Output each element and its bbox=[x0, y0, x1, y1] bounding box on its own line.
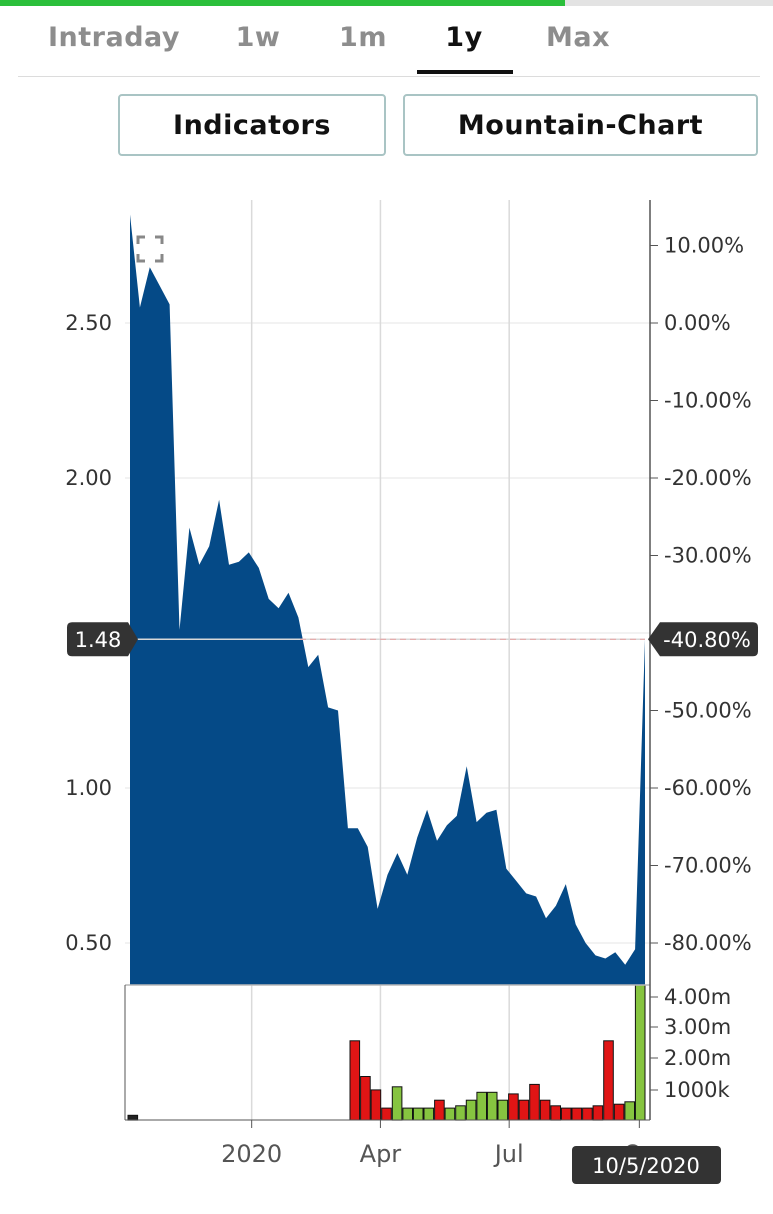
volume-tick-label: 4.00m bbox=[664, 985, 731, 1009]
x-tick-label: 2020 bbox=[221, 1140, 282, 1168]
load-progress-bar bbox=[0, 0, 773, 6]
percent-tick-label: -20.00% bbox=[664, 466, 752, 490]
percent-tick-label: -10.00% bbox=[664, 389, 752, 413]
current-percent-label: -40.80% bbox=[663, 628, 751, 652]
current-percent-badge bbox=[648, 622, 758, 657]
price-tick-label: 2.50 bbox=[65, 311, 112, 335]
chart-type-button[interactable]: Mountain-Chart bbox=[403, 94, 758, 156]
percent-tick-label: -70.00% bbox=[664, 854, 752, 878]
current-date-label: 10/5/2020 bbox=[592, 1154, 700, 1178]
volume-bars-layer bbox=[127, 984, 646, 1121]
volume-bar bbox=[592, 1105, 604, 1121]
volume-bar bbox=[465, 1099, 477, 1121]
tab-1y[interactable]: 1y bbox=[445, 22, 483, 53]
tab-1w[interactable]: 1w bbox=[235, 22, 281, 53]
volume-bar bbox=[360, 1076, 371, 1121]
percent-tick-label: -80.00% bbox=[664, 931, 752, 955]
volume-bar bbox=[539, 1099, 551, 1121]
volume-bar bbox=[349, 1040, 361, 1121]
tab-max[interactable]: Max bbox=[545, 22, 610, 53]
tab-1m[interactable]: 1m bbox=[339, 22, 387, 53]
volume-bar bbox=[550, 1105, 562, 1121]
volume-bar bbox=[497, 1099, 509, 1121]
volume-bar bbox=[402, 1107, 413, 1121]
volume-bar bbox=[603, 1040, 614, 1121]
fullscreen-icon[interactable] bbox=[136, 235, 164, 263]
price-tick-label: 0.50 bbox=[65, 931, 112, 955]
volume-tick-label: 1000k bbox=[664, 1078, 730, 1102]
percent-tick-label: -60.00% bbox=[664, 776, 752, 800]
volume-bar bbox=[486, 1091, 498, 1121]
price-chart[interactable]: 2.50 2.00 1.00 0.50 10.00% 0.00% -10.00% -20.00… bbox=[0, 180, 773, 1214]
volume-bar bbox=[444, 1107, 456, 1121]
percent-tick-label: -30.00% bbox=[664, 544, 752, 568]
volume-bar bbox=[624, 1101, 636, 1121]
load-progress-fill bbox=[0, 0, 565, 6]
volume-bar bbox=[613, 1103, 625, 1121]
volume-bar bbox=[634, 984, 646, 1121]
volume-tick-label: 3.00m bbox=[664, 1015, 731, 1039]
price-tick-label: 1.00 bbox=[65, 776, 112, 800]
volume-bar bbox=[476, 1091, 487, 1121]
range-tabs: Intraday 1w 1m 1y Max bbox=[18, 14, 760, 77]
volume-tick-label: 2.00m bbox=[664, 1046, 731, 1070]
volume-bar bbox=[508, 1093, 519, 1121]
price-area bbox=[130, 214, 645, 985]
volume-bar bbox=[571, 1107, 583, 1121]
volume-bar bbox=[423, 1107, 435, 1121]
volume-bar bbox=[434, 1099, 445, 1121]
current-price-badge bbox=[67, 622, 138, 657]
tab-intraday[interactable]: Intraday bbox=[48, 22, 181, 53]
volume-bar bbox=[391, 1086, 403, 1121]
price-area-layer bbox=[130, 214, 645, 985]
chart-axes: 2.50 2.00 1.00 0.50 10.00% 0.00% -10.00% -20.00… bbox=[65, 200, 752, 1168]
current-price-label: 1.48 bbox=[75, 628, 122, 652]
volume-bar bbox=[455, 1105, 466, 1121]
current-date-badge bbox=[572, 1146, 721, 1184]
indicators-button[interactable]: Indicators bbox=[118, 94, 386, 156]
volume-bar bbox=[518, 1099, 530, 1121]
volume-bar bbox=[127, 1114, 139, 1121]
volume-bar bbox=[370, 1089, 382, 1121]
volume-bar bbox=[529, 1083, 540, 1121]
volume-bar bbox=[582, 1107, 593, 1121]
percent-tick-label: 10.00% bbox=[664, 234, 744, 258]
price-tick-label: 2.00 bbox=[65, 466, 112, 490]
volume-bar bbox=[381, 1107, 392, 1121]
volume-bar bbox=[412, 1107, 424, 1121]
x-tick-label: Apr bbox=[360, 1140, 402, 1168]
active-tab-underline bbox=[417, 70, 513, 74]
x-tick-label: Jul bbox=[493, 1140, 524, 1168]
current-value-markers: 1.48 -40.80% 10/5/2020 bbox=[67, 235, 758, 1184]
volume-bar bbox=[560, 1107, 572, 1121]
percent-tick-label: -50.00% bbox=[664, 699, 752, 723]
percent-tick-label: 0.00% bbox=[664, 311, 731, 335]
